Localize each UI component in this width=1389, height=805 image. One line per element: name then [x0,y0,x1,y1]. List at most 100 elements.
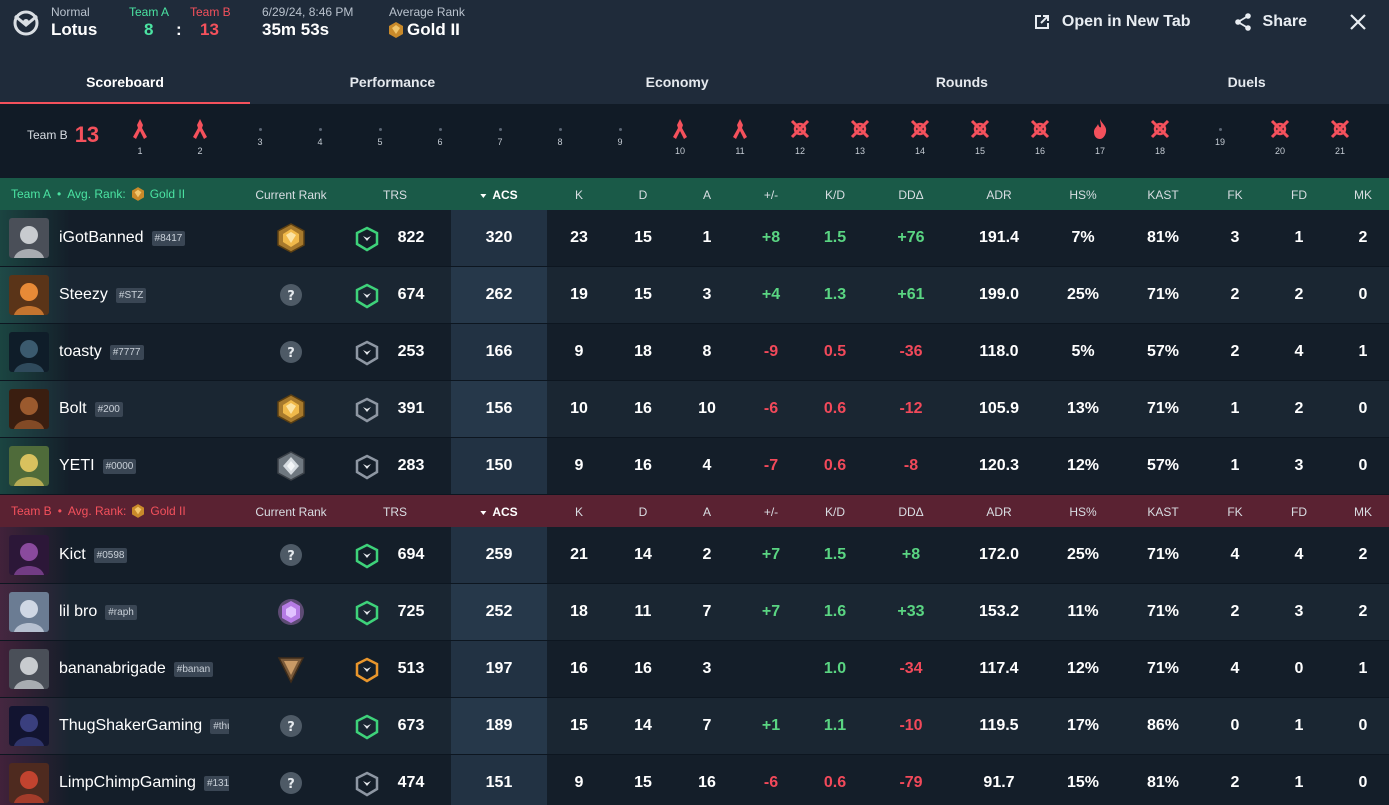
player-name-cell[interactable]: YETI #0000 [59,457,137,475]
column-header-k-d[interactable]: K/D [824,188,846,202]
player-row[interactable]: bananabrigade #banan 513 197 16 16 3 1.0 -34 117.… [0,641,1389,698]
player-row[interactable]: iGotBanned #8417 822 320 23 15 1 +8 1.5 +76 191.4 7… [0,210,1389,267]
column-header-fd[interactable]: FD [1291,505,1307,519]
round-5[interactable]: 5 [360,114,400,174]
stat-hs: 12% [1066,457,1100,474]
round-15[interactable]: 15 [960,114,1000,174]
round-4[interactable]: 4 [300,114,340,174]
player-name-cell[interactable]: Steezy #STZ [59,286,147,304]
column-header-trs[interactable]: TRS [383,505,407,519]
round-6[interactable]: 6 [420,114,460,174]
round-21[interactable]: 21 [1320,114,1360,174]
round-3[interactable]: 3 [240,114,280,174]
tab-duels[interactable]: Duels [1227,74,1266,90]
stat-adr: 91.7 [983,774,1015,791]
round-defuse-icon [1330,119,1350,139]
stat-hs: 17% [1066,717,1100,734]
gold-rank-icon [277,394,305,424]
column-header-a[interactable]: A [702,505,712,519]
column-header-k[interactable]: K [574,505,584,519]
agent-portrait [9,389,49,429]
player-name-cell[interactable]: iGotBanned #8417 [59,229,186,247]
column-header-d[interactable]: D [638,505,648,519]
round-12[interactable]: 12 [780,114,820,174]
player-row[interactable]: Kict #0598? 694 259 21 14 2 +7 1.5 +8 172.0 25% 71% 4… [0,527,1389,584]
column-header-dd-[interactable]: DDΔ [898,188,924,202]
column-header-adr[interactable]: ADR [986,188,1012,202]
stat-mk: 2 [1358,229,1368,246]
tab-performance[interactable]: Performance [349,74,436,90]
tab-scoreboard[interactable]: Scoreboard [0,60,250,104]
round-11[interactable]: 11 [720,114,760,174]
player-name-cell[interactable]: bananabrigade #banan [59,660,214,678]
round-18[interactable]: 18 [1140,114,1180,174]
player-name-cell[interactable]: toasty #7777 [59,343,144,361]
column-header-dd-[interactable]: DDΔ [898,505,924,519]
tab-economy[interactable]: Economy [645,74,709,90]
round-1[interactable]: 1 [120,114,160,174]
column-header--[interactable]: +/- [763,188,779,202]
stat-pm: -6 [763,400,779,417]
player-name-cell[interactable]: ThugShakerGaming #thu [59,717,229,735]
column-header-a[interactable]: A [702,188,712,202]
player-name-cell[interactable]: Kict #0598 [59,546,128,564]
agent-portrait [9,592,49,632]
column-header--[interactable]: +/- [763,505,779,519]
column-header-hs-[interactable]: HS% [1069,505,1097,519]
round-lost-dot [558,128,562,131]
round-defuse-icon [850,119,870,139]
column-header-fk[interactable]: FK [1227,505,1243,519]
player-row[interactable]: ThugShakerGaming #thu? 673 189 15 14 7 +1 1.1 -10… [0,698,1389,755]
column-header-current-rank[interactable]: Current Rank [255,505,327,519]
close-icon[interactable] [1349,13,1367,31]
column-header-current-rank[interactable]: Current Rank [255,188,327,202]
player-row[interactable]: Bolt #200 391 156 10 16 10 -6 0.6 -12 105.9 13% 71% 1… [0,381,1389,438]
column-header-kast[interactable]: KAST [1147,505,1179,519]
round-16[interactable]: 16 [1020,114,1060,174]
player-name-cell[interactable]: Bolt #200 [59,400,123,418]
round-8[interactable]: 8 [540,114,580,174]
player-row[interactable]: YETI #0000 283 150 9 16 4 -7 0.6 -8 120.3 12% 57% 1 3 0 [0,438,1389,495]
round-7[interactable]: 7 [480,114,520,174]
column-header-k-d[interactable]: K/D [824,505,846,519]
round-number: 8 [557,137,563,147]
column-header-fk[interactable]: FK [1227,188,1243,202]
stat-acs: 166 [485,343,513,360]
column-header-mk[interactable]: MK [1354,188,1372,202]
column-header-hs-[interactable]: HS% [1069,188,1097,202]
column-header-mk[interactable]: MK [1354,505,1372,519]
column-header-acs[interactable]: ACS [480,188,518,202]
stat-kd: 1.5 [823,546,847,563]
agent-cowboy-icon [9,649,49,689]
column-header-kast[interactable]: KAST [1147,188,1179,202]
player-name-cell[interactable]: lil bro #raph [59,603,137,621]
stat-kd: 0.6 [823,400,847,417]
column-header-fd[interactable]: FD [1291,188,1307,202]
player-row[interactable]: lil bro #raph 725 252 18 11 7 +7 1.6 +33 153.2 11% 7… [0,584,1389,641]
stat-d: 14 [634,717,652,734]
column-header-d[interactable]: D [638,188,648,202]
column-header-acs[interactable]: ACS [480,505,518,519]
round-17[interactable]: 17 [1080,114,1120,174]
player-row[interactable]: Steezy #STZ? 674 262 19 15 3 +4 1.3 +61 199.0 25% 71… [0,267,1389,324]
round-2[interactable]: 2 [180,114,220,174]
round-19[interactable]: 19 [1200,114,1240,174]
stat-d: 16 [634,457,652,474]
stat-kast: 71% [1146,546,1180,563]
column-header-adr[interactable]: ADR [986,505,1012,519]
round-13[interactable]: 13 [840,114,880,174]
column-header-k[interactable]: K [574,188,584,202]
player-row[interactable]: toasty #7777? 253 166 9 18 8 -9 0.5 -36 118.0 5% 57%… [0,324,1389,381]
tab-rounds[interactable]: Rounds [935,74,988,90]
round-14[interactable]: 14 [900,114,940,174]
player-name-cell[interactable]: LimpChimpGaming #131 [59,774,229,792]
round-9[interactable]: 9 [600,114,640,174]
round-number: 16 [1034,146,1045,156]
round-10[interactable]: 10 [660,114,700,174]
column-header-trs[interactable]: TRS [383,188,407,202]
round-20[interactable]: 20 [1260,114,1300,174]
open-new-tab-button[interactable]: Open in New Tab [1032,12,1191,32]
round-number: 21 [1334,146,1345,156]
player-row[interactable]: LimpChimpGaming #131? 474 151 9 15 16 -6 0.6 -79 9… [0,755,1389,805]
share-button[interactable]: Share [1233,12,1307,32]
